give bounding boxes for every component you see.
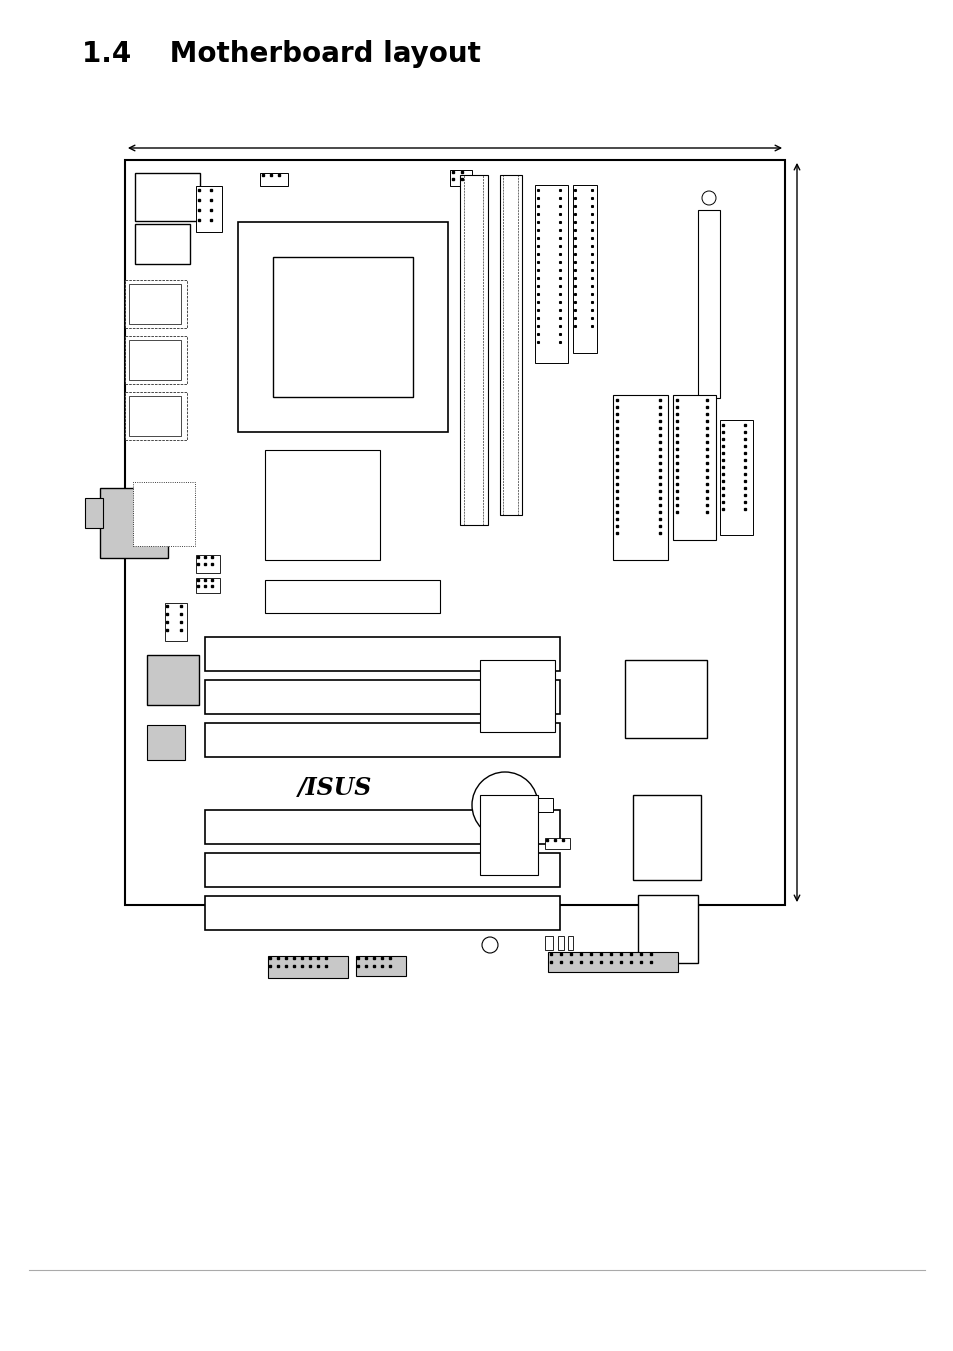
Bar xyxy=(195,578,220,593)
Circle shape xyxy=(472,771,537,838)
Bar xyxy=(205,896,559,929)
Bar xyxy=(125,392,187,440)
Circle shape xyxy=(481,938,497,952)
Bar xyxy=(135,173,200,222)
Bar xyxy=(450,170,472,186)
Bar xyxy=(100,488,168,558)
Bar xyxy=(205,723,559,757)
Circle shape xyxy=(701,403,716,417)
Bar xyxy=(125,159,784,905)
Bar xyxy=(698,209,720,399)
Text: /ISUS: /ISUS xyxy=(297,775,372,800)
Bar xyxy=(205,680,559,713)
Bar xyxy=(125,280,187,328)
Text: 1.4    Motherboard layout: 1.4 Motherboard layout xyxy=(82,41,480,68)
Bar xyxy=(265,580,439,613)
Bar xyxy=(638,894,698,963)
Bar xyxy=(195,555,220,573)
Bar xyxy=(129,340,181,380)
Circle shape xyxy=(701,190,716,205)
Bar xyxy=(265,450,379,561)
Bar xyxy=(135,224,190,263)
Bar xyxy=(624,661,706,738)
Bar xyxy=(147,725,185,761)
Bar xyxy=(268,957,348,978)
Bar xyxy=(613,394,667,561)
Bar xyxy=(273,257,413,397)
Bar xyxy=(129,284,181,324)
Bar xyxy=(147,655,199,705)
Bar xyxy=(547,952,678,971)
Bar xyxy=(205,852,559,888)
Bar xyxy=(567,936,573,950)
Bar xyxy=(205,638,559,671)
Bar xyxy=(205,811,559,844)
Bar xyxy=(479,661,555,732)
Bar xyxy=(672,394,716,540)
Bar xyxy=(237,222,448,432)
Bar xyxy=(633,794,700,880)
Bar xyxy=(85,499,103,528)
Bar xyxy=(573,185,597,353)
Bar xyxy=(195,186,222,232)
Bar xyxy=(260,173,288,186)
Bar xyxy=(125,336,187,384)
Bar xyxy=(459,176,488,526)
Bar xyxy=(537,798,553,812)
Bar xyxy=(499,176,521,515)
Bar xyxy=(132,482,194,546)
Bar xyxy=(544,936,553,950)
Bar xyxy=(165,603,187,640)
Bar xyxy=(558,936,563,950)
Bar xyxy=(720,420,752,535)
Bar xyxy=(479,794,537,875)
Bar xyxy=(544,838,569,848)
Bar xyxy=(535,185,567,363)
Bar xyxy=(355,957,406,975)
Bar xyxy=(129,396,181,436)
